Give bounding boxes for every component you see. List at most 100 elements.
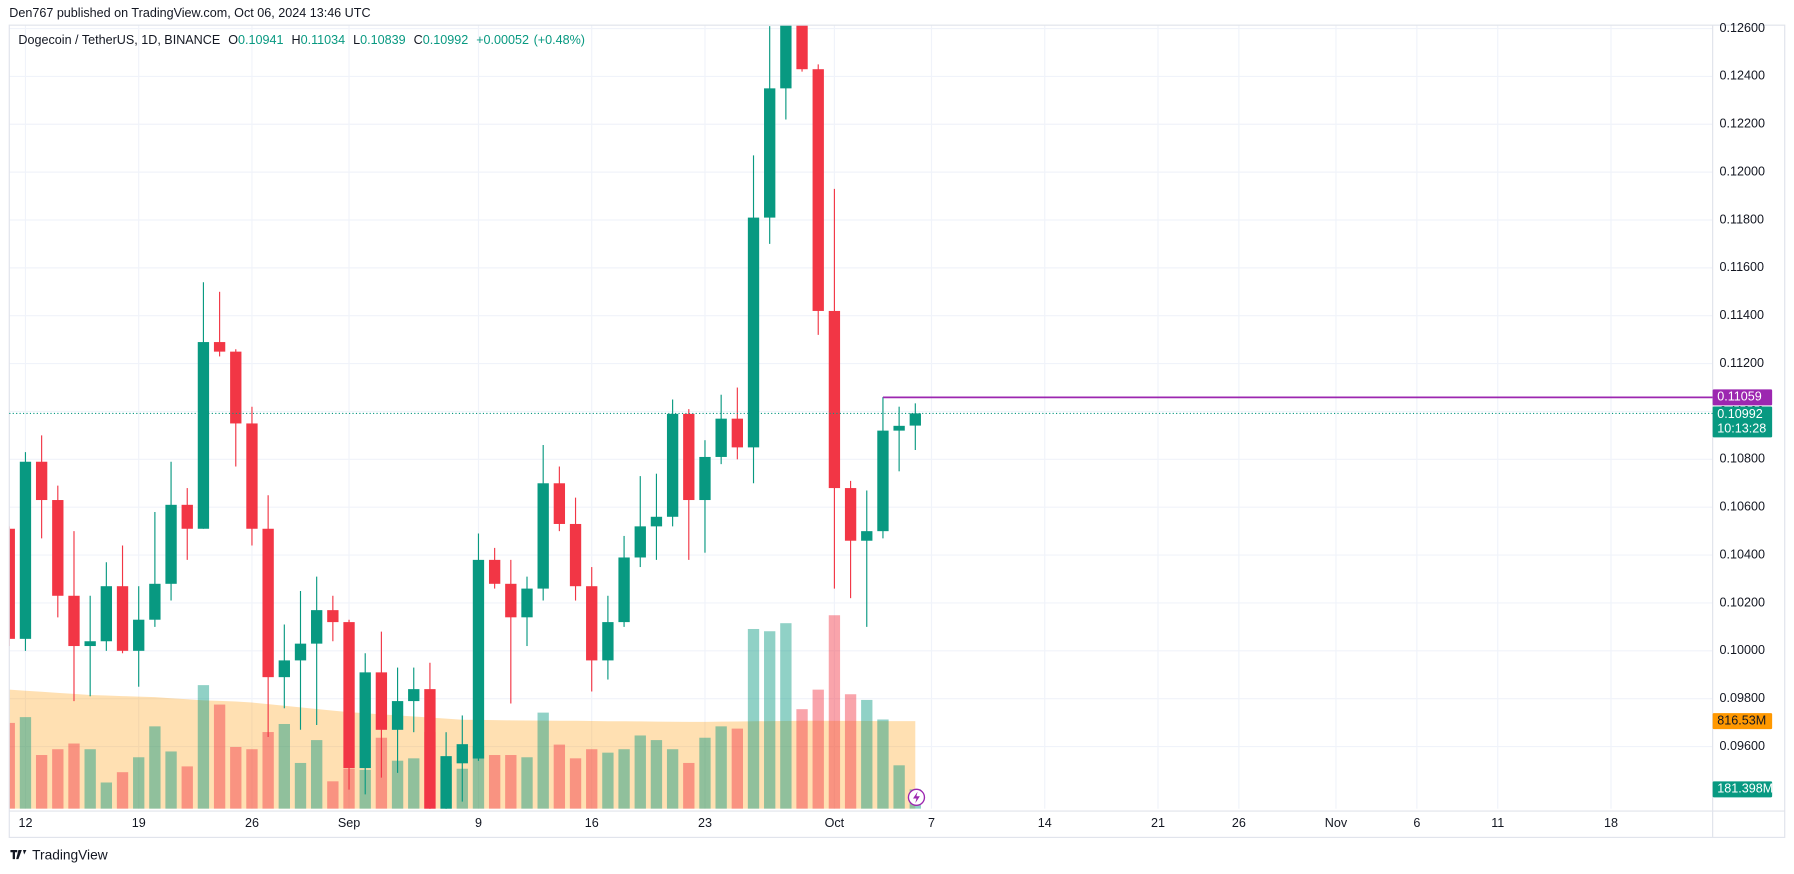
candle-body — [537, 483, 549, 589]
candle-body — [440, 756, 452, 809]
x-tick-label: 9 — [475, 816, 482, 830]
x-tick-label: 14 — [1038, 816, 1052, 830]
legend: Dogecoin / TetherUS, 1D, BINANCE O0.10941… — [18, 34, 585, 48]
volume-bar — [828, 615, 841, 809]
volume-bar — [9, 722, 15, 809]
candle-body — [764, 88, 776, 218]
volume-bar — [553, 744, 566, 809]
volume-bar — [262, 732, 274, 809]
candle-body — [116, 586, 129, 651]
candle-body — [731, 418, 743, 448]
candle-body — [569, 523, 582, 587]
candle-body — [149, 583, 161, 620]
candle-body — [828, 310, 841, 489]
candle-body — [456, 744, 468, 764]
volume-bar — [602, 752, 614, 809]
candle-body — [68, 595, 80, 647]
x-tick-label: 21 — [1151, 816, 1165, 830]
x-tick-label: Sep — [338, 816, 360, 830]
y-tick-label: 0.10200 — [1720, 595, 1765, 609]
legend-line: Dogecoin / TetherUS, 1D, BINANCE O0.10941… — [18, 34, 585, 48]
candle-body — [602, 622, 614, 661]
candle-body — [488, 559, 501, 584]
volume-bar — [116, 772, 129, 809]
candle-body — [650, 516, 663, 527]
volume-bar — [683, 762, 695, 809]
volume-bar — [650, 740, 663, 809]
candle-body — [586, 586, 598, 661]
candles — [9, 25, 921, 809]
volume-bar — [505, 755, 517, 809]
legend-title: Dogecoin / TetherUS, 1D, BINANCE — [18, 34, 220, 48]
candle-body — [343, 622, 355, 769]
volume-bar — [68, 743, 80, 809]
x-tick-label: 19 — [132, 816, 146, 830]
volume-bar — [408, 758, 420, 809]
x-tick-label: Nov — [1325, 816, 1348, 830]
volume-bar — [586, 749, 598, 809]
candle-body — [472, 559, 485, 759]
x-tick-label: 7 — [928, 816, 935, 830]
y-tick-label: 0.12200 — [1720, 117, 1765, 131]
volume-bar — [133, 757, 145, 809]
price-tag: 0.10992 — [1717, 407, 1762, 421]
candle-body — [408, 689, 420, 702]
volume-bar — [165, 751, 177, 809]
volume-bar — [472, 745, 485, 809]
volume-bar — [197, 685, 210, 809]
x-tick-label: 26 — [1232, 816, 1246, 830]
volume-bar — [35, 755, 48, 809]
x-tick-label: 23 — [698, 816, 712, 830]
volume-bar — [52, 749, 64, 809]
candle-body — [84, 641, 96, 647]
y-tick-label: 0.12400 — [1720, 69, 1765, 83]
candle-body — [230, 351, 242, 424]
y-tick-label: 0.12600 — [1720, 21, 1765, 35]
hline-tag: 0.11059 — [1717, 390, 1762, 404]
volume-bar — [391, 760, 404, 809]
candle-body — [780, 25, 792, 89]
volume-bar — [246, 749, 258, 809]
volume-tag-bg — [1712, 781, 1773, 798]
volume-bar — [311, 740, 323, 809]
candle-body — [893, 425, 905, 431]
candle-body — [521, 588, 533, 618]
candle-body — [844, 488, 857, 541]
alert-bolt — [913, 791, 920, 804]
volume-bar — [294, 762, 307, 809]
volume-bar — [327, 781, 339, 809]
volume-bar — [569, 758, 582, 809]
volume-bar — [149, 726, 161, 809]
candle-body — [359, 672, 371, 769]
candle-body — [683, 413, 695, 501]
price-tag-bg — [1712, 406, 1773, 438]
x-tick-label: 6 — [1413, 816, 1420, 830]
candle-body — [181, 504, 193, 529]
candle-body — [197, 342, 210, 529]
volume-tag: 181.398M — [1717, 782, 1773, 796]
volume-bar — [213, 704, 226, 809]
legend-value: 0.11034 — [301, 34, 346, 48]
volume-bar — [278, 723, 290, 809]
y-tick-label: 0.11600 — [1720, 260, 1765, 274]
volume-bar — [715, 726, 727, 809]
candle-body — [424, 689, 436, 809]
legend-value: 0.10839 — [360, 34, 405, 48]
candle-body — [35, 461, 48, 501]
frame — [8, 24, 1786, 838]
brand-logo — [10, 849, 27, 860]
volume-bar — [812, 689, 824, 809]
axes: 0.09600 0.09800 0.10000 0.10200 0.10400 0.106… — [18, 21, 1765, 830]
legend-change: +0.00052 — [476, 34, 529, 48]
candle-body — [505, 583, 517, 618]
volume-bar — [100, 782, 113, 809]
volume-bar — [764, 631, 776, 809]
candle-body — [618, 557, 630, 623]
candle-body — [133, 619, 145, 651]
candle-body — [19, 461, 32, 639]
candle-body — [375, 672, 388, 730]
brand: TradingView — [32, 847, 108, 862]
volume-bar — [488, 755, 501, 809]
legend-key: O — [228, 34, 238, 48]
